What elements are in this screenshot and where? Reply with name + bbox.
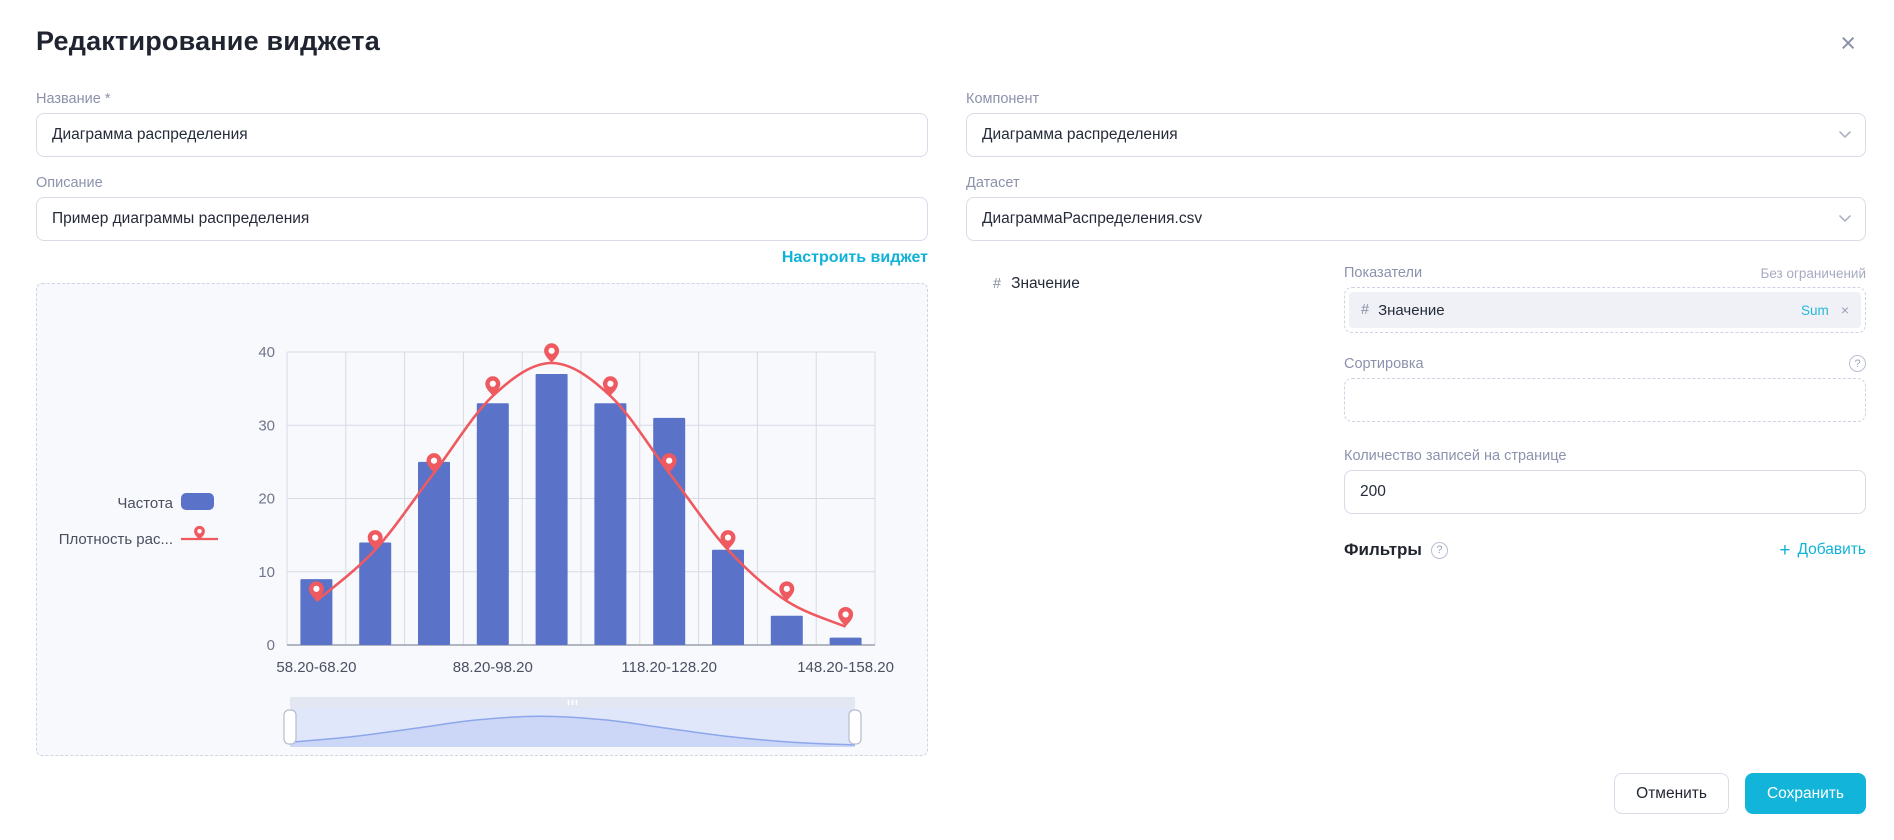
cancel-button[interactable]: Отменить	[1614, 773, 1729, 814]
indicators-limit-hint: Без ограничений	[1760, 265, 1866, 281]
indicator-chip[interactable]: # Значение Sum ×	[1349, 292, 1861, 328]
name-label: Название *	[36, 91, 111, 107]
dialog-footer: Отменить Сохранить	[966, 753, 1866, 814]
description-input[interactable]	[36, 197, 928, 241]
slider-handle	[848, 709, 862, 745]
hash-icon: #	[1361, 302, 1370, 318]
hash-icon: #	[993, 276, 1002, 292]
name-input[interactable]	[36, 113, 928, 157]
filters-label: Фильтры	[1344, 540, 1422, 559]
indicators-label: Показатели	[1344, 265, 1423, 281]
sorting-label: Сортировка	[1344, 355, 1424, 372]
add-filter-label: Добавить	[1797, 541, 1866, 558]
widget-preview-panel: 0 10 20 30 40 58.20-68.20 88.20-98.20 118.20-12…	[36, 283, 928, 756]
slider-handle	[283, 709, 297, 745]
plus-icon: +	[1779, 539, 1791, 561]
add-filter-button[interactable]: + Добавить	[1779, 541, 1866, 560]
svg-text:0: 0	[267, 637, 275, 654]
component-label: Компонент	[966, 91, 1040, 107]
svg-text:148.20-158.20: 148.20-158.20	[797, 659, 894, 676]
sorting-dropzone[interactable]	[1344, 378, 1866, 422]
help-icon[interactable]: ?	[1849, 355, 1866, 372]
dataset-select-value: ДиаграммаРаспределения.csv	[982, 210, 1203, 227]
help-icon[interactable]: ?	[1430, 541, 1448, 559]
indicator-chip-field: Значение	[1378, 301, 1445, 319]
dialog-header: Редактирование виджета ×	[36, 26, 1866, 61]
widget-config-column: Показатели Без ограничений # Значение Su…	[1344, 265, 1866, 560]
svg-text:Частота: Частота	[117, 495, 173, 512]
dialog-body: Название * Описание Настроить виджет 0 10…	[36, 91, 1866, 814]
svg-text:88.20-98.20: 88.20-98.20	[453, 659, 533, 676]
dataset-field-name: Значение	[1011, 275, 1080, 292]
remove-icon[interactable]: ×	[1840, 302, 1849, 318]
aggregation-selector[interactable]: Sum	[1801, 302, 1829, 318]
svg-text:118.20-128.20: 118.20-128.20	[621, 659, 717, 676]
dataset-select[interactable]: ДиаграммаРаспределения.csv	[966, 197, 1866, 241]
indicators-dropzone[interactable]: # Значение Sum ×	[1344, 287, 1866, 333]
svg-text:58.20-68.20: 58.20-68.20	[276, 659, 356, 676]
page-size-label: Количество записей на странице	[1344, 448, 1567, 464]
svg-text:Плотность рас...: Плотность рас...	[59, 531, 173, 548]
chevron-down-icon	[1839, 131, 1851, 138]
configure-widget-link[interactable]: Настроить виджет	[781, 249, 928, 266]
dataset-label: Датасет	[966, 175, 1020, 191]
component-select[interactable]: Диаграмма распределения	[966, 113, 1866, 157]
right-column: Компонент Диаграмма распределения Датасе…	[966, 91, 1866, 814]
page-size-input[interactable]	[1344, 470, 1866, 514]
save-button[interactable]: Сохранить	[1744, 773, 1866, 814]
page-title: Редактирование виджета	[36, 26, 380, 56]
distribution-chart[interactable]: 0 10 20 30 40 58.20-68.20 88.20-98.20 118.20-12…	[37, 284, 927, 755]
chevron-down-icon	[1839, 215, 1851, 222]
svg-text:30: 30	[258, 417, 275, 434]
description-label: Описание	[36, 175, 103, 191]
left-column: Название * Описание Настроить виджет 0 10…	[36, 91, 928, 814]
svg-text:10: 10	[258, 564, 275, 581]
svg-text:40: 40	[258, 344, 275, 361]
svg-text:20: 20	[258, 491, 275, 508]
dataset-fields-list: # Значение	[966, 265, 1316, 560]
component-select-value: Диаграмма распределения	[982, 126, 1178, 143]
close-icon[interactable]: ×	[1840, 28, 1856, 58]
dataset-field-item[interactable]: # Значение	[993, 275, 1316, 293]
